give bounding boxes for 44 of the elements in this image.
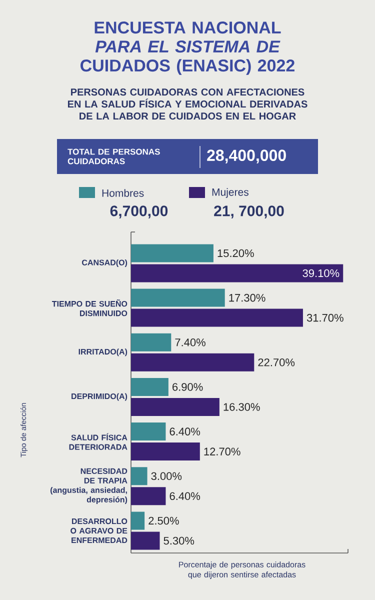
bar [131,487,166,506]
y-tick-label: SALUD FÍSICA DETERIORADA [69,433,128,450]
data-label: 15.20% [218,249,254,258]
data-label: 3.00% [151,472,182,480]
text: 28,400,000 [207,150,286,164]
chart-title: ENCUESTA NACIONAL PARA EL SISTEMA DE CUIDADOS (ENASIC) 2022 [80,22,294,75]
bar [131,398,220,416]
data-label: 16.30% [224,403,260,411]
bar [131,308,303,327]
data-label: 17.30% [229,294,266,302]
legend-label: Mujeres [212,188,248,198]
text: 6,700,00 [110,206,168,218]
y-tick-label: DEPRIMIDO(A) [72,393,128,401]
data-label: 2.50% [148,516,179,525]
bar [131,467,148,486]
data-label: 7.40% [175,338,206,346]
bar [131,264,344,282]
legend-label: Hombres [102,189,144,197]
data-label: 6.90% [172,383,203,391]
text: TOTAL DE PERSONAS CUIDADORAS [68,148,160,164]
y-tick-label: IRRITADO(A) [78,348,128,356]
data-label: 39.10% [302,269,340,278]
data-label: 6.40% [170,428,200,436]
data-label: 31.70% [306,314,344,322]
bar [131,378,168,396]
bar [131,288,225,307]
text: 21, 700,00 [214,206,284,218]
y-tick-label: NECESIDAD DE TRAPIA (angustia, ansiedad, depresión) [50,468,128,504]
x-axis-title: Porcentaje de personas cuidadoras que dijeron sentirse afectadas [179,562,306,579]
y-tick-label: DESARROLLO O AGRAVO DE ENFERMEDAD [70,518,128,544]
y-tick-label: CANSAD(O) [82,259,128,267]
bar [131,244,214,262]
data-label: 5.30% [164,536,194,545]
bar [131,333,172,352]
bar [131,353,254,372]
data-label: 22.70% [258,358,295,366]
data-label: 12.70% [204,448,240,456]
data-label: 6.40% [170,492,200,500]
bar [131,442,200,461]
chart-subtitle: PERSONAS CUIDADORAS CON AFECTACIONES EN LA SALUD FÍSICA Y EMOCIONAL DERIVADAS DE LA LABOR DE CUIDADOS EN EL HOGAR [68,88,308,120]
y-tick-label: TIEMPO DE SUEÑO DISMINUIDO [52,299,128,316]
bar [131,512,145,530]
bar [131,532,160,550]
bar [131,422,166,441]
